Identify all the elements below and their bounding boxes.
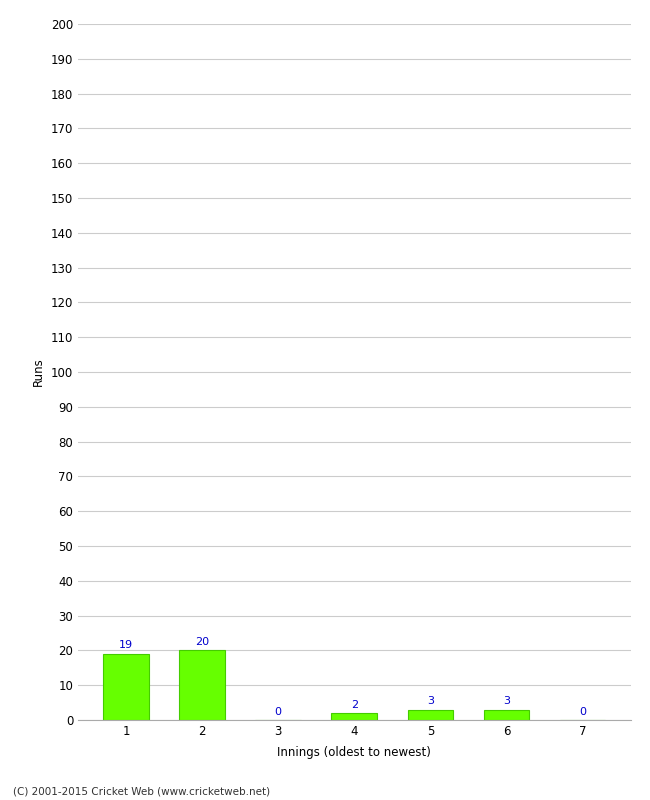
Text: 0: 0 [275, 706, 281, 717]
Text: 0: 0 [579, 706, 586, 717]
Bar [103, 654, 149, 720]
Y-axis label: Runs: Runs [32, 358, 46, 386]
Text: 3: 3 [427, 696, 434, 706]
Text: 3: 3 [503, 696, 510, 706]
Bar [408, 710, 453, 720]
Text: (C) 2001-2015 Cricket Web (www.cricketweb.net): (C) 2001-2015 Cricket Web (www.cricketwe… [13, 786, 270, 796]
Text: 2: 2 [351, 699, 358, 710]
Text: 20: 20 [195, 637, 209, 647]
Bar [179, 650, 225, 720]
X-axis label: Innings (oldest to newest): Innings (oldest to newest) [278, 746, 431, 759]
Text: 19: 19 [119, 640, 133, 650]
Bar [484, 710, 529, 720]
Bar [332, 713, 377, 720]
